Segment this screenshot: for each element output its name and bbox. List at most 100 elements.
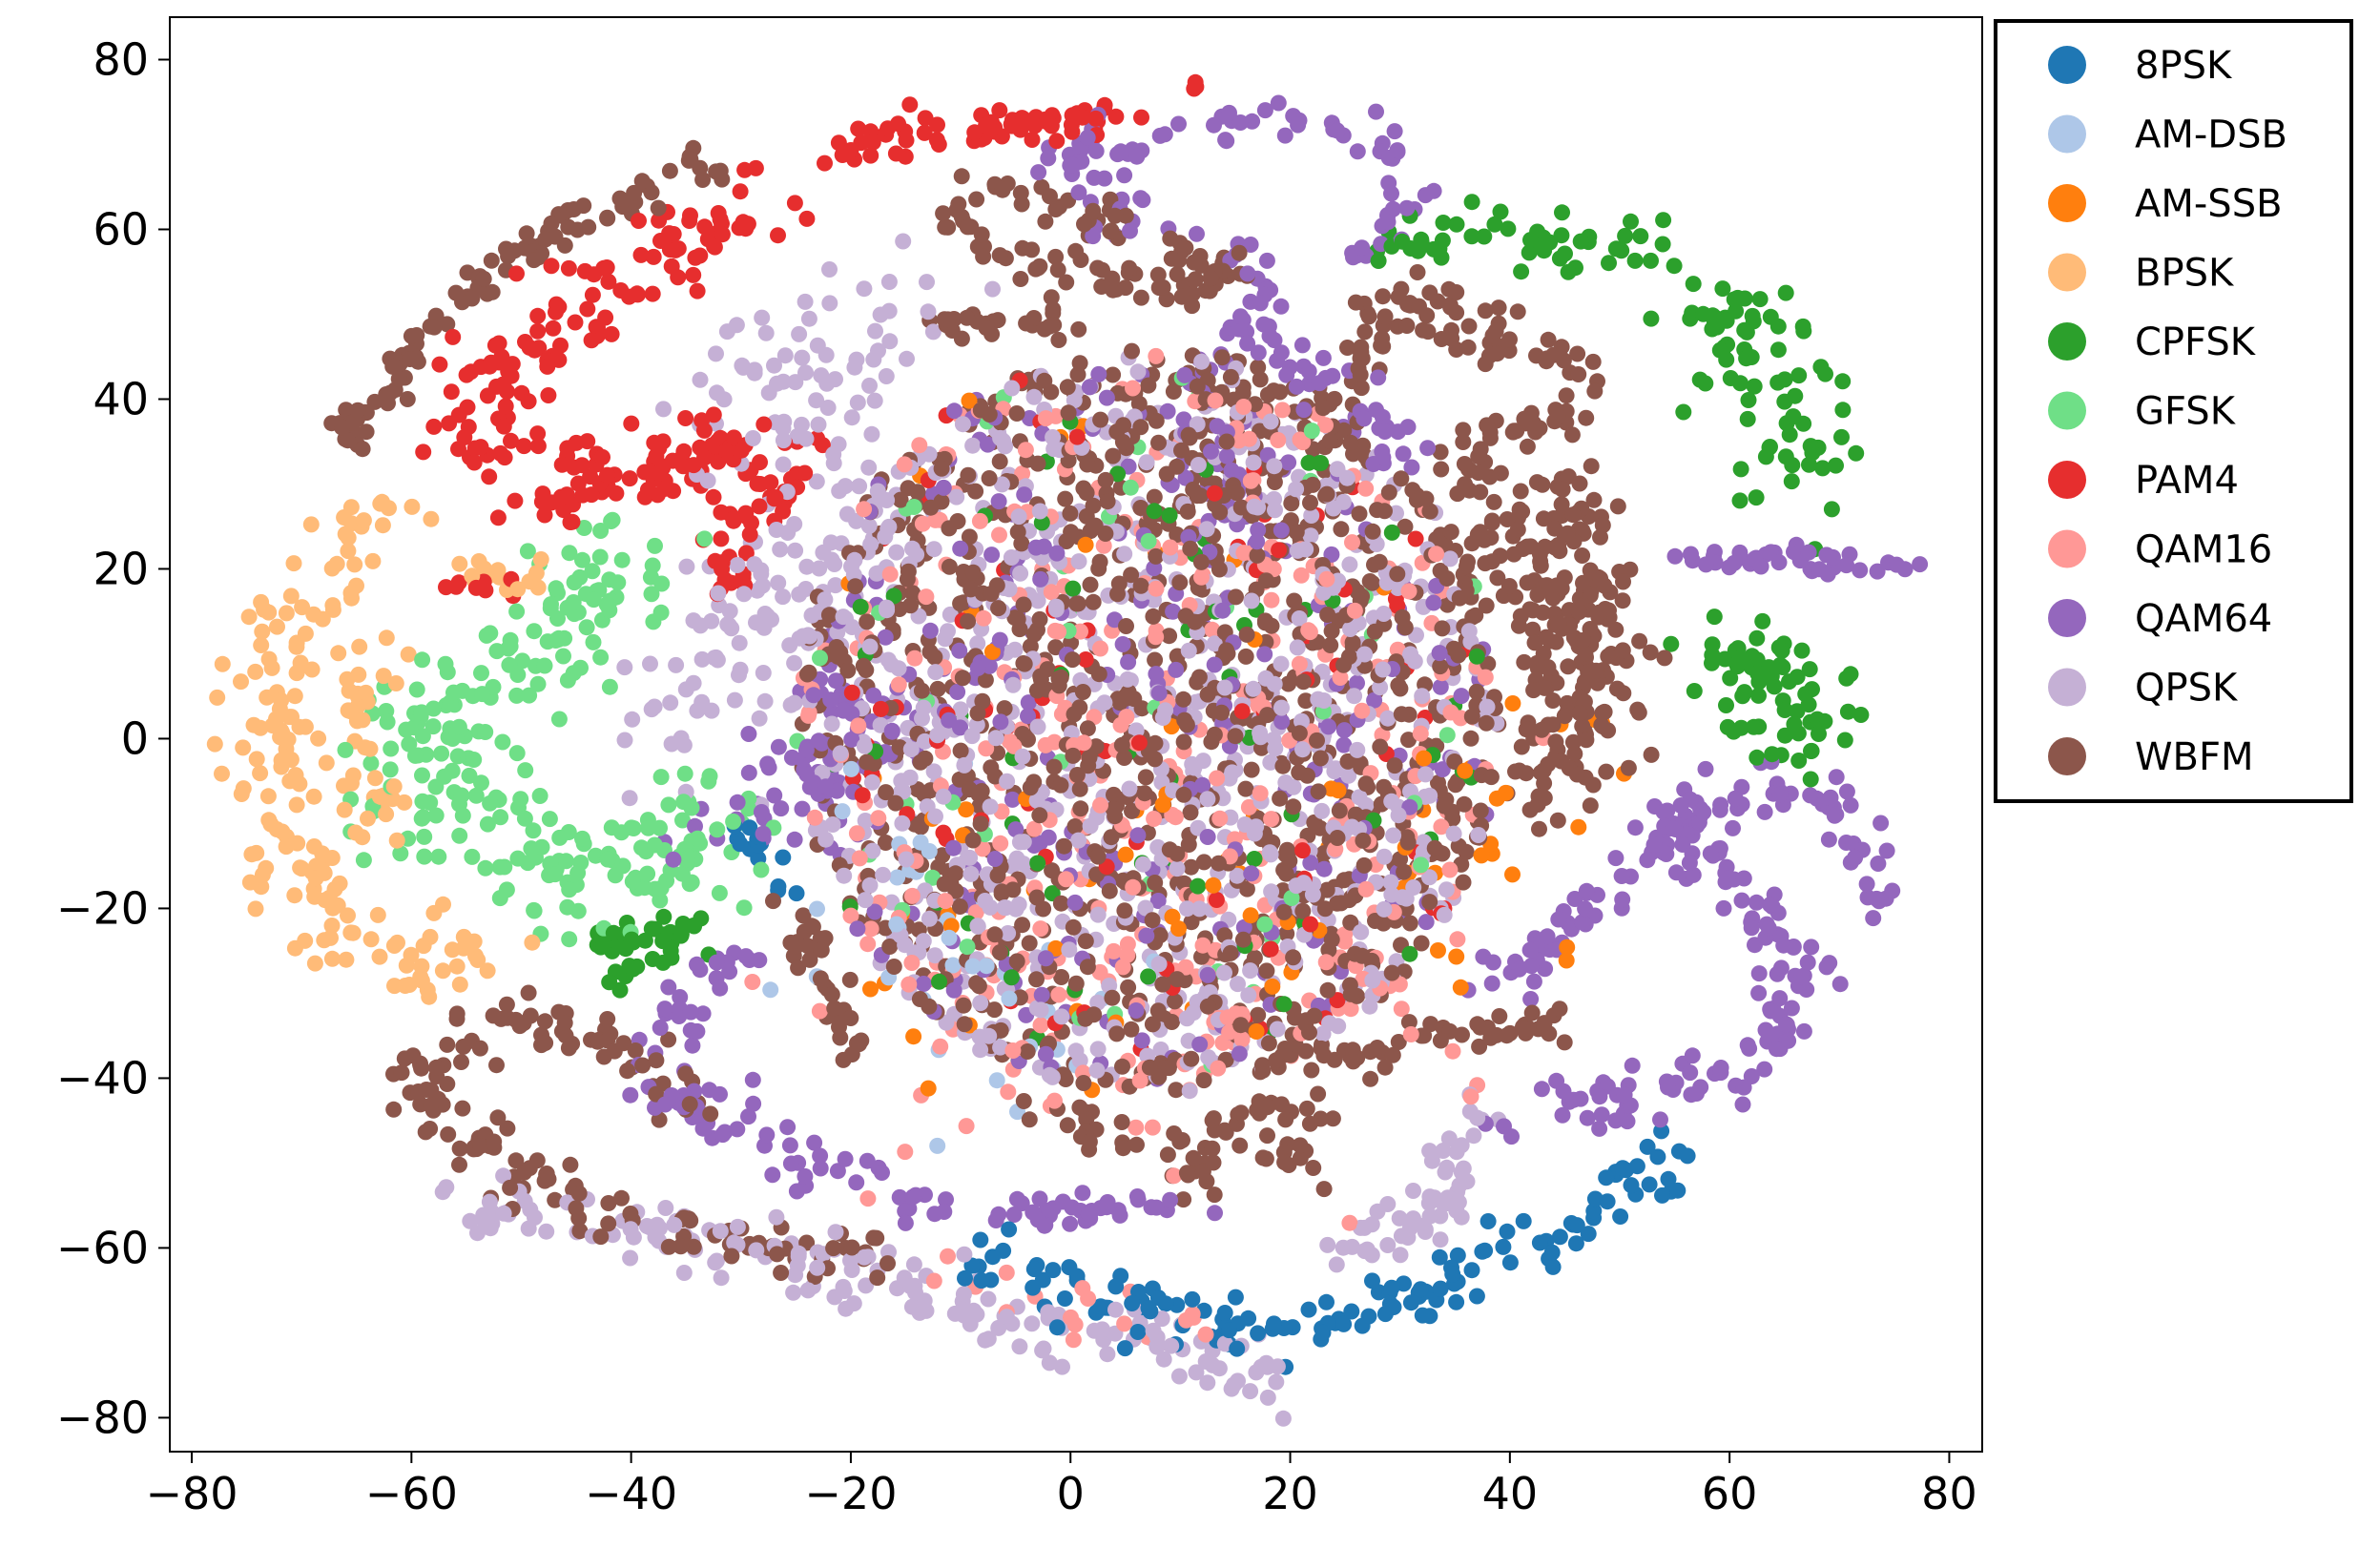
point-qpsk	[808, 473, 825, 490]
point-wbfm	[1175, 733, 1192, 751]
point-pam4	[558, 486, 575, 504]
point-qpsk	[856, 1248, 873, 1266]
point-pam4	[712, 211, 729, 228]
point-cpfsk	[1492, 203, 1509, 220]
point-bpsk	[306, 955, 323, 972]
point-bpsk	[323, 918, 341, 934]
point-qam64	[694, 1120, 712, 1137]
point-bpsk	[374, 517, 391, 534]
point-qpsk	[1190, 457, 1207, 473]
point-gfsk	[561, 931, 578, 948]
point-qpsk	[861, 877, 879, 894]
point-qam16	[903, 887, 921, 904]
point-qpsk	[1003, 549, 1020, 566]
point-wbfm	[1314, 400, 1332, 417]
point-qpsk	[1262, 413, 1279, 430]
point-wbfm	[1190, 669, 1208, 686]
point-qam64	[1683, 546, 1699, 563]
point-wbfm	[354, 441, 371, 458]
point-wbfm	[1150, 434, 1167, 451]
point-qam64	[744, 1071, 761, 1088]
point-wbfm	[1483, 514, 1500, 531]
point-wbfm	[869, 1269, 886, 1287]
point-qpsk	[952, 701, 969, 718]
point-gfsk	[379, 713, 396, 731]
point-bpsk	[278, 605, 295, 622]
point-cpfsk	[1783, 473, 1800, 490]
point-wbfm	[1107, 207, 1124, 224]
point-wbfm	[1304, 476, 1321, 493]
point-qam16	[1336, 933, 1354, 950]
point-gfsk	[408, 681, 425, 698]
point-qam64	[891, 1188, 908, 1206]
point-wbfm	[1057, 1071, 1074, 1087]
point-qam64	[687, 817, 703, 835]
point-cpfsk	[1734, 688, 1751, 705]
point-wbfm	[991, 453, 1008, 470]
point-qpsk	[1128, 722, 1145, 739]
point-cpfsk	[1740, 392, 1757, 408]
point-wbfm	[1182, 804, 1199, 821]
point-qam64	[1256, 646, 1273, 663]
point-cpfsk	[1738, 350, 1755, 367]
point-qam64	[684, 1037, 701, 1054]
point-qpsk	[1341, 556, 1358, 573]
point-wbfm	[937, 218, 954, 236]
point-wbfm	[826, 1000, 843, 1017]
point-pam4	[685, 266, 702, 283]
point-gfsk	[464, 848, 481, 865]
point-wbfm	[1375, 338, 1392, 355]
point-qpsk	[677, 681, 694, 698]
point-wbfm	[1232, 499, 1250, 516]
point-gfsk	[512, 791, 529, 808]
point-bpsk	[294, 599, 311, 616]
point-pam4	[594, 448, 610, 465]
point-bpsk	[235, 780, 252, 797]
point-wbfm	[1540, 755, 1557, 773]
point-qpsk	[867, 322, 883, 340]
point-qam64	[1756, 803, 1773, 820]
point-wbfm	[922, 499, 940, 516]
point-qpsk	[1414, 688, 1431, 705]
point-qam16	[1050, 986, 1067, 1003]
point-bpsk	[235, 739, 252, 756]
point-wbfm	[1578, 409, 1595, 426]
point-qpsk	[768, 522, 785, 538]
point-bpsk	[247, 663, 264, 680]
point-qam64	[758, 1126, 776, 1144]
point-bpsk	[258, 859, 275, 877]
point-wbfm	[1205, 1110, 1222, 1127]
point-wbfm	[1321, 432, 1338, 449]
point-wbfm	[1105, 800, 1122, 817]
point-qpsk	[860, 517, 878, 534]
point-bpsk	[278, 732, 295, 750]
point-cpfsk	[1448, 216, 1465, 233]
point-wbfm	[1586, 382, 1604, 400]
point-qpsk	[685, 612, 702, 629]
point-wbfm	[967, 483, 984, 500]
point-wbfm	[832, 1029, 849, 1046]
point-qpsk	[831, 483, 848, 500]
point-qam16	[940, 1248, 956, 1265]
point-gfsk	[444, 762, 461, 779]
point-qam64	[952, 540, 969, 557]
point-gfsk	[639, 865, 656, 882]
point-gfsk	[498, 881, 515, 898]
point-qpsk	[799, 1282, 817, 1299]
point-qpsk	[495, 1167, 512, 1185]
point-cpfsk	[1833, 428, 1850, 445]
point-bpsk	[378, 629, 395, 647]
point-qpsk	[1346, 688, 1363, 705]
point-cpfsk	[1626, 252, 1644, 269]
point-cpfsk	[1654, 236, 1671, 253]
point-am-ssb	[1457, 762, 1474, 779]
point-wbfm	[1078, 1111, 1095, 1127]
point-qpsk	[621, 790, 638, 807]
point-cpfsk	[1643, 252, 1659, 269]
point-wbfm	[1161, 628, 1178, 645]
point-qpsk	[469, 1225, 486, 1242]
point-bpsk	[404, 498, 421, 515]
point-wbfm	[1303, 1062, 1320, 1079]
point-pam4	[644, 285, 661, 302]
